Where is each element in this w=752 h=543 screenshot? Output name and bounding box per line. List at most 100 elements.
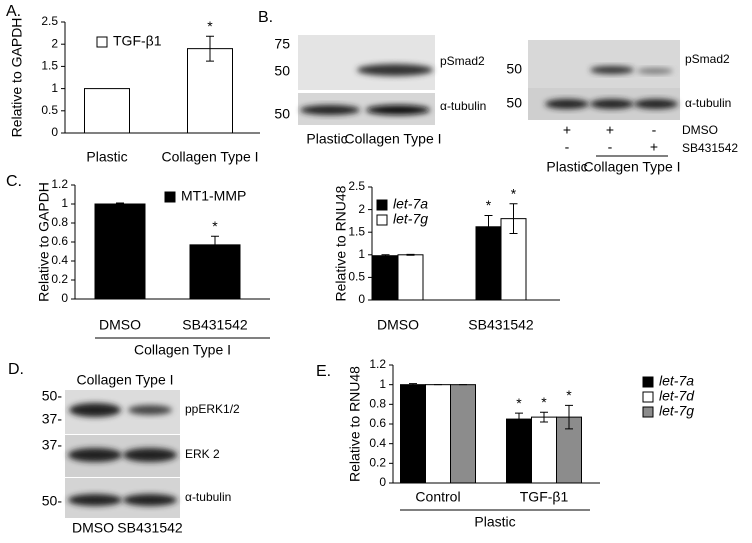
- lane-label: Collagen Type I: [583, 159, 680, 175]
- band: [590, 99, 634, 109]
- blot-label: α-tubulin: [685, 96, 731, 110]
- treatment-label: SB431542: [682, 141, 738, 155]
- legend-label: MT1-MMP: [181, 188, 246, 204]
- y-tick-label: 0.2: [369, 456, 386, 470]
- bar: [372, 255, 399, 301]
- treatment-sign: -: [608, 139, 613, 155]
- significance-marker: *: [486, 197, 492, 213]
- y-tick-label: 0.4: [369, 436, 386, 450]
- blot-b-right: 50 50 pSmad2 α-tubulin + + - DMSO - - + …: [506, 40, 738, 175]
- blot-membrane: [528, 40, 680, 88]
- mw-marker: 37-: [42, 437, 63, 453]
- blot-header: Collagen Type I: [76, 372, 173, 388]
- y-tick-label: 0: [51, 125, 58, 139]
- blot-label: α-tubulin: [185, 490, 231, 504]
- group-label: Collagen Type I: [134, 342, 231, 358]
- legend-swatch: [376, 214, 388, 226]
- bar: [397, 254, 424, 301]
- error-bar: [211, 235, 219, 254]
- x-tick-label: TGF-β1: [520, 489, 569, 505]
- bar: [425, 384, 451, 484]
- x-tick-label: SB431542: [182, 317, 248, 333]
- y-tick-label: 2.5: [41, 14, 58, 28]
- panel-label: C.: [6, 173, 22, 190]
- band: [590, 66, 634, 74]
- x-tick-label: SB431542: [468, 317, 534, 333]
- error-bar: [509, 203, 518, 235]
- blot-d: Collagen Type I 50- 37- 37- 50- ppERK1/2…: [42, 372, 240, 536]
- y-axis-label: Relative to GAPDH: [36, 182, 52, 302]
- lane-label: DMSO: [72, 520, 114, 536]
- y-tick-label: 2.5: [348, 179, 365, 193]
- lane-label: Plastic: [306, 131, 347, 147]
- y-tick-label: 1.2: [369, 357, 386, 371]
- blot-label: pSmad2: [440, 54, 485, 68]
- bar: [187, 48, 233, 134]
- y-tick-label: 0.5: [348, 270, 365, 284]
- treatment-label: DMSO: [682, 123, 718, 137]
- y-tick-label: 1: [61, 196, 68, 210]
- bar: [506, 418, 532, 484]
- significance-marker: *: [541, 394, 547, 410]
- y-tick-label: 1: [379, 377, 386, 391]
- y-tick-label: 0.6: [369, 416, 386, 430]
- blot-label: α-tubulin: [440, 99, 486, 113]
- error-bar: [540, 411, 548, 423]
- mw-marker: 37-: [42, 411, 63, 427]
- band: [637, 68, 673, 74]
- treatment-sign: +: [606, 122, 614, 138]
- mw-marker: 50-: [42, 388, 63, 404]
- significance-marker: *: [207, 18, 213, 34]
- legend-swatch: [642, 406, 654, 418]
- y-tick-label: 0.8: [369, 397, 386, 411]
- panel-label: D.: [8, 361, 24, 378]
- significance-marker: *: [516, 395, 522, 411]
- panel-label: B.: [258, 9, 273, 26]
- mw-marker: 50: [274, 63, 290, 79]
- y-tick-label: 0.4: [51, 253, 68, 267]
- error-bar: [409, 383, 417, 387]
- error-bar: [116, 202, 124, 206]
- error-bar: [381, 254, 390, 258]
- y-tick-label: 0.2: [51, 272, 68, 286]
- y-tick-label: 1: [358, 247, 365, 261]
- y-tick-label: 1.2: [51, 177, 68, 191]
- y-tick-label: 0: [61, 291, 68, 305]
- x-tick-label: Plastic: [86, 149, 127, 165]
- band: [123, 494, 177, 506]
- significance-marker: *: [212, 218, 218, 234]
- treatment-sign: -: [565, 139, 570, 155]
- y-tick-label: 0: [358, 292, 365, 306]
- band: [68, 494, 122, 506]
- y-tick-label: 0.8: [51, 215, 68, 229]
- significance-marker: *: [566, 387, 572, 403]
- error-bar: [406, 253, 415, 256]
- error-bar: [484, 214, 493, 239]
- legend-label: let-7g: [659, 403, 694, 419]
- y-tick-label: 1.5: [41, 59, 58, 73]
- y-tick-label: 2: [51, 36, 58, 50]
- y-tick-label: 0.5: [41, 103, 58, 117]
- blot-b-left: 75 50 50 pSmad2 α-tubulin Plastic Collag…: [274, 35, 486, 147]
- x-tick-label: Control: [415, 489, 460, 505]
- band: [634, 99, 678, 109]
- blot-label: pSmad2: [685, 52, 730, 66]
- treatment-sign: -: [652, 122, 657, 138]
- blot-label: ppERK1/2: [185, 402, 240, 416]
- blot-membrane: [298, 35, 435, 90]
- mw-marker: 50-: [42, 493, 63, 509]
- lane-label: Collagen Type I: [344, 131, 441, 147]
- y-tick-label: 0.6: [51, 234, 68, 248]
- error-bar: [515, 412, 523, 426]
- y-axis-label: Relative to RNU48: [333, 185, 349, 301]
- mw-marker: 50: [506, 61, 522, 77]
- bar: [450, 384, 476, 484]
- legend-label: TGF-β1: [113, 33, 162, 49]
- band: [69, 403, 121, 417]
- y-tick-label: 0: [379, 475, 386, 489]
- blot-label: ERK 2: [185, 447, 220, 461]
- panel-label: A.: [6, 3, 21, 20]
- error-bar: [206, 35, 214, 62]
- lane-label: Plastic: [546, 159, 587, 175]
